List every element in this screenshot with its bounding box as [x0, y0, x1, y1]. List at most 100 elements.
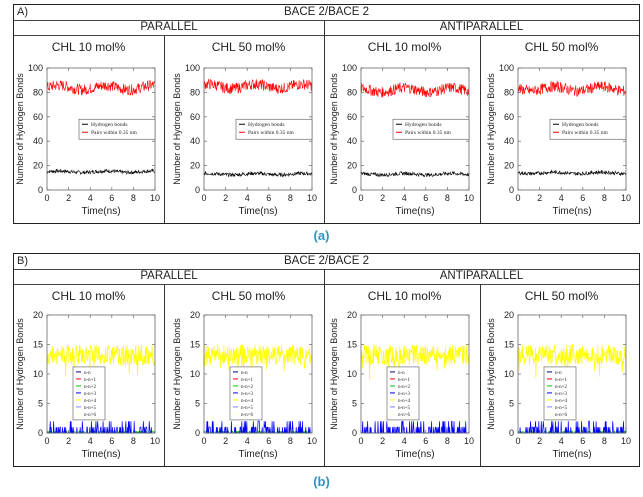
- panel-b-group-row: PARALLEL ANTIPARALLEL: [14, 269, 639, 285]
- x-axis-label: Time(ns): [81, 206, 120, 217]
- x-tick-label: 2: [223, 193, 228, 203]
- legend-label: n-n+5: [241, 406, 253, 411]
- x-tick-label: 8: [445, 436, 450, 446]
- panel-a-divider-main: [324, 20, 325, 223]
- caption-b: (b): [313, 474, 330, 489]
- y-tick-label: 40: [504, 136, 514, 146]
- legend-label: Pairs within 0.35 nm: [248, 130, 295, 136]
- legend-label: n-n+3: [398, 392, 410, 397]
- y-tick-label: 40: [347, 136, 357, 146]
- x-axis-label: Time(ns): [552, 206, 591, 217]
- legend-label: n-n+2: [398, 385, 410, 390]
- x-tick-label: 4: [245, 193, 250, 203]
- panel-b-divider-left: [164, 284, 165, 466]
- y-tick-label: 100: [499, 63, 514, 73]
- x-tick-label: 4: [559, 436, 564, 446]
- panel-b-cond-2: CHL 50 mol%: [211, 289, 286, 303]
- legend-label: n-n: [555, 371, 562, 376]
- x-tick-label: 2: [66, 193, 71, 203]
- y-axis-label: Number of Hydrogen Bonds: [172, 318, 182, 430]
- legend-label: n-n: [398, 371, 405, 376]
- y-axis-label: Number of Hydrogen Bonds: [486, 318, 496, 430]
- x-tick-label: 8: [602, 436, 607, 446]
- y-tick-label: 20: [33, 310, 43, 320]
- legend-label: n-n+1: [555, 378, 567, 383]
- panel-a-divider-right: [480, 35, 481, 223]
- legend-box: [235, 118, 313, 140]
- legend-label: Hydrogen bonds: [405, 122, 442, 128]
- panel-a-cond-1: CHL 10 mol%: [51, 40, 126, 54]
- x-tick-label: 2: [380, 436, 385, 446]
- x-tick-label: 10: [307, 436, 317, 446]
- legend-label: n-n+4: [398, 399, 410, 404]
- x-tick-label: 10: [150, 436, 160, 446]
- x-tick-label: 10: [307, 193, 317, 203]
- x-tick-label: 8: [131, 193, 136, 203]
- x-tick-label: 6: [266, 436, 271, 446]
- legend-label: n-n+2: [241, 385, 253, 390]
- series-line-n-n-4: [46, 344, 156, 378]
- legend-label: Hydrogen bonds: [562, 122, 599, 128]
- x-tick-label: 2: [537, 436, 542, 446]
- x-tick-label: 0: [358, 436, 363, 446]
- series-line-n-n-3: [204, 420, 312, 434]
- y-tick-label: 100: [28, 63, 43, 73]
- chart-b4: 0 2 4 6 8 10 0 5 10 15 20 Time(ns) Number of Hydroge…: [486, 310, 631, 460]
- y-tick-label: 10: [347, 369, 357, 379]
- legend-label: n-n+3: [241, 392, 253, 397]
- chart-b3: 0 2 4 6 8 10 0 5 10 15 20 Time(ns) Number of Hydroge…: [329, 310, 474, 460]
- series-line-n-n-4: [517, 344, 627, 379]
- y-tick-label: 0: [38, 185, 43, 195]
- legend-label: n-n+4: [555, 399, 567, 404]
- x-tick-label: 4: [88, 193, 93, 203]
- panel-b-group-antiparallel: ANTIPARALLEL: [439, 270, 524, 282]
- panel-b-title: BACE 2/BACE 2: [283, 255, 369, 267]
- x-tick-label: 10: [621, 193, 631, 203]
- legend-label: n-n+5: [398, 406, 410, 411]
- y-tick-label: 80: [347, 87, 357, 97]
- x-axis-label: Time(ns): [238, 206, 277, 217]
- y-axis-label: Number of Hydrogen Bonds: [15, 318, 25, 430]
- x-axis-label: Time(ns): [395, 449, 434, 460]
- x-tick-label: 0: [201, 436, 206, 446]
- x-tick-label: 6: [423, 193, 428, 203]
- y-tick-label: 0: [38, 428, 43, 438]
- y-tick-label: 0: [352, 185, 357, 195]
- y-tick-label: 80: [190, 87, 200, 97]
- y-tick-label: 40: [33, 136, 43, 146]
- y-tick-label: 20: [190, 310, 200, 320]
- x-tick-label: 2: [66, 436, 71, 446]
- y-tick-label: 0: [195, 185, 200, 195]
- panel-a-group-parallel: PARALLEL: [140, 21, 198, 33]
- legend-label: Hydrogen bonds: [248, 122, 285, 128]
- y-tick-label: 15: [190, 340, 200, 350]
- x-tick-label: 8: [602, 193, 607, 203]
- x-axis-label: Time(ns): [552, 449, 591, 460]
- x-axis-label: Time(ns): [395, 206, 434, 217]
- x-tick-label: 10: [464, 193, 474, 203]
- legend-label: n-n+4: [241, 399, 253, 404]
- legend-label: n-n+5: [555, 406, 567, 411]
- y-tick-label: 60: [504, 112, 514, 122]
- series-line-hydrogen-bonds: [517, 169, 627, 177]
- y-tick-label: 60: [190, 112, 200, 122]
- y-tick-label: 5: [509, 399, 514, 409]
- y-tick-label: 20: [347, 310, 357, 320]
- y-tick-label: 15: [504, 340, 514, 350]
- caption-a: (a): [313, 228, 330, 243]
- legend-label: Pairs within 0.35 nm: [562, 130, 609, 136]
- x-tick-label: 2: [537, 193, 542, 203]
- panel-b-cond-1: CHL 10 mol%: [51, 289, 126, 303]
- y-tick-label: 0: [509, 428, 514, 438]
- series-line-pairs-within-0-35-nm: [46, 80, 156, 96]
- y-tick-label: 20: [504, 161, 514, 171]
- chart-b2: 0 2 4 6 8 10 0 5 10 15 20 Time(ns) Number of Hydroge…: [172, 310, 317, 460]
- legend-label: n-n>6: [84, 413, 96, 418]
- y-tick-label: 60: [347, 112, 357, 122]
- y-tick-label: 15: [33, 340, 43, 350]
- panel-a-cond-2: CHL 50 mol%: [211, 40, 286, 54]
- x-tick-label: 0: [44, 193, 49, 203]
- y-axis-label: Number of Hydrogen Bonds: [486, 73, 496, 185]
